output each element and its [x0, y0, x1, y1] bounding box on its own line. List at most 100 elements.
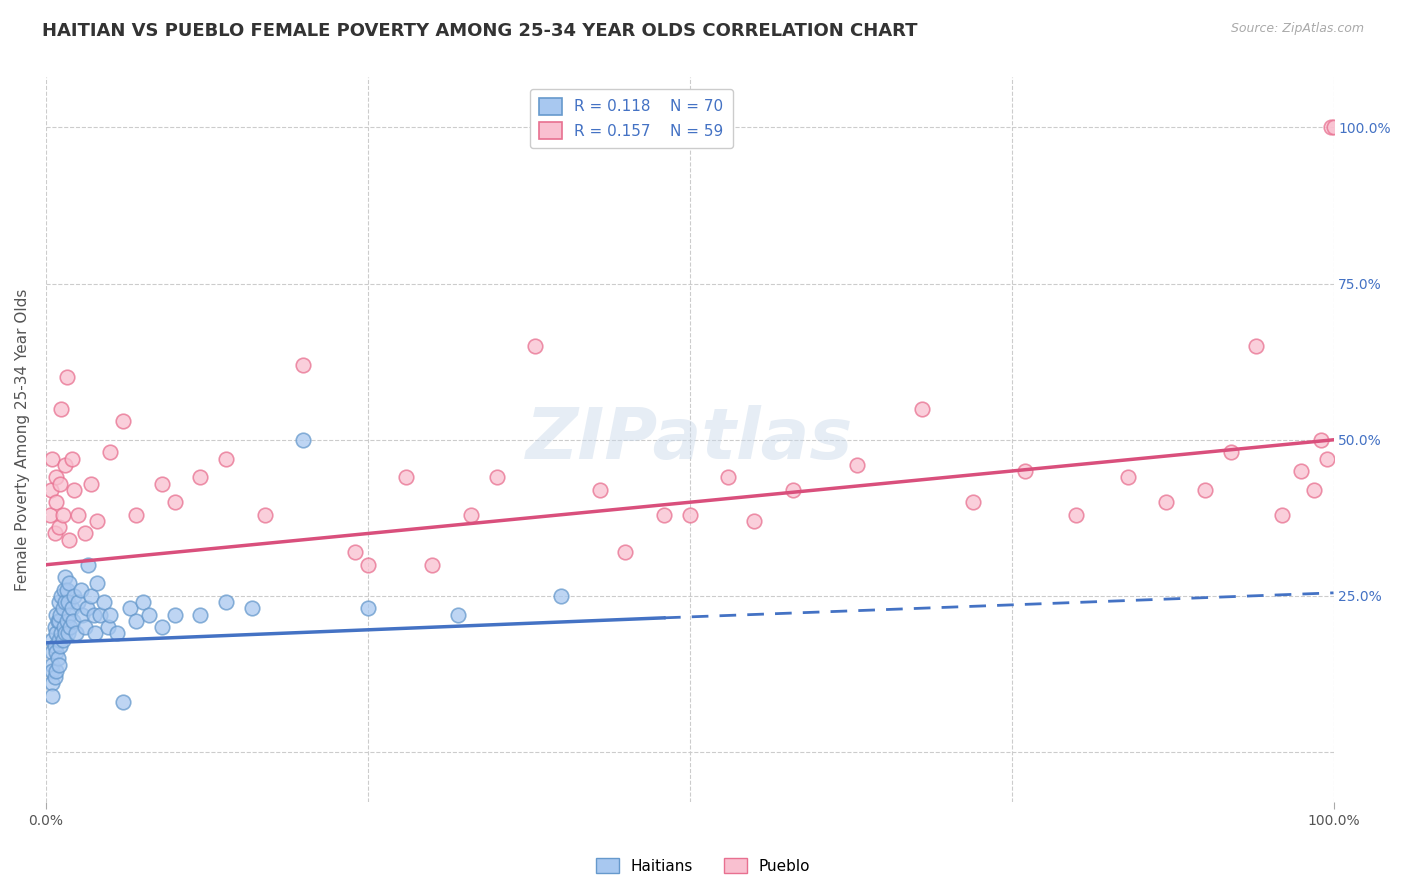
Point — [131, 595, 153, 609]
Point — [56, 595, 79, 609]
Point — [41, 645, 63, 659]
Text: ZIPatlas: ZIPatlas — [526, 405, 853, 475]
Point — [80, 476, 103, 491]
Point — [53, 626, 76, 640]
Point — [59, 620, 82, 634]
Point — [73, 526, 96, 541]
Point — [782, 483, 804, 497]
Point — [52, 632, 75, 647]
Point — [55, 370, 77, 384]
Point — [150, 476, 173, 491]
Point — [190, 470, 212, 484]
Point — [86, 514, 108, 528]
Point — [550, 589, 572, 603]
Point — [163, 607, 186, 622]
Point — [53, 458, 76, 472]
Point — [77, 558, 100, 572]
Point — [1322, 120, 1344, 135]
Point — [48, 657, 70, 672]
Point — [53, 570, 76, 584]
Point — [48, 520, 70, 534]
Point — [51, 401, 73, 416]
Point — [63, 589, 86, 603]
Point — [118, 601, 141, 615]
Point — [58, 533, 80, 547]
Y-axis label: Female Poverty Among 25-34 Year Olds: Female Poverty Among 25-34 Year Olds — [15, 289, 30, 591]
Point — [39, 483, 62, 497]
Point — [138, 607, 160, 622]
Point — [717, 470, 740, 484]
Point — [1246, 339, 1268, 353]
Point — [89, 607, 111, 622]
Point — [69, 582, 91, 597]
Point — [52, 508, 75, 522]
Point — [41, 451, 63, 466]
Point — [125, 508, 148, 522]
Point — [45, 607, 67, 622]
Point — [55, 614, 77, 628]
Point — [485, 470, 508, 484]
Point — [447, 607, 470, 622]
Point — [53, 582, 76, 597]
Point — [73, 620, 96, 634]
Point — [76, 601, 98, 615]
Point — [253, 508, 276, 522]
Text: Source: ZipAtlas.com: Source: ZipAtlas.com — [1230, 22, 1364, 36]
Point — [357, 601, 380, 615]
Point — [112, 414, 135, 428]
Point — [163, 495, 186, 509]
Point — [49, 639, 72, 653]
Point — [86, 576, 108, 591]
Point — [1219, 445, 1241, 459]
Point — [45, 626, 67, 640]
Point — [46, 651, 69, 665]
Point — [524, 339, 547, 353]
Point — [98, 445, 121, 459]
Point — [56, 626, 79, 640]
Point — [98, 607, 121, 622]
Point — [45, 645, 67, 659]
Point — [343, 545, 366, 559]
Point — [45, 470, 67, 484]
Point — [105, 626, 128, 640]
Point — [125, 614, 148, 628]
Point — [41, 632, 63, 647]
Point — [44, 526, 66, 541]
Point — [420, 558, 443, 572]
Point — [41, 664, 63, 678]
Point — [83, 607, 105, 622]
Point — [60, 451, 83, 466]
Point — [53, 595, 76, 609]
Point — [395, 470, 418, 484]
Point — [215, 451, 238, 466]
Point — [910, 401, 932, 416]
Point — [58, 576, 80, 591]
Point — [190, 607, 212, 622]
Point — [614, 545, 637, 559]
Point — [49, 607, 72, 622]
Point — [292, 358, 315, 372]
Point — [48, 614, 70, 628]
Point — [1291, 464, 1313, 478]
Point — [48, 632, 70, 647]
Point — [67, 508, 90, 522]
Point — [112, 695, 135, 709]
Point — [63, 483, 86, 497]
Point — [41, 689, 63, 703]
Text: HAITIAN VS PUEBLO FEMALE POVERTY AMONG 25-34 YEAR OLDS CORRELATION CHART: HAITIAN VS PUEBLO FEMALE POVERTY AMONG 2… — [42, 22, 918, 40]
Point — [1320, 120, 1343, 135]
Point — [1316, 451, 1339, 466]
Point — [38, 508, 60, 522]
Point — [67, 595, 90, 609]
Point — [62, 614, 84, 628]
Point — [215, 595, 238, 609]
Point — [53, 620, 76, 634]
Point — [44, 670, 66, 684]
Point — [460, 508, 482, 522]
Point — [652, 508, 675, 522]
Legend: R = 0.118    N = 70, R = 0.157    N = 59: R = 0.118 N = 70, R = 0.157 N = 59 — [530, 88, 733, 148]
Point — [60, 601, 83, 615]
Point — [55, 582, 77, 597]
Point — [1116, 470, 1139, 484]
Point — [45, 664, 67, 678]
